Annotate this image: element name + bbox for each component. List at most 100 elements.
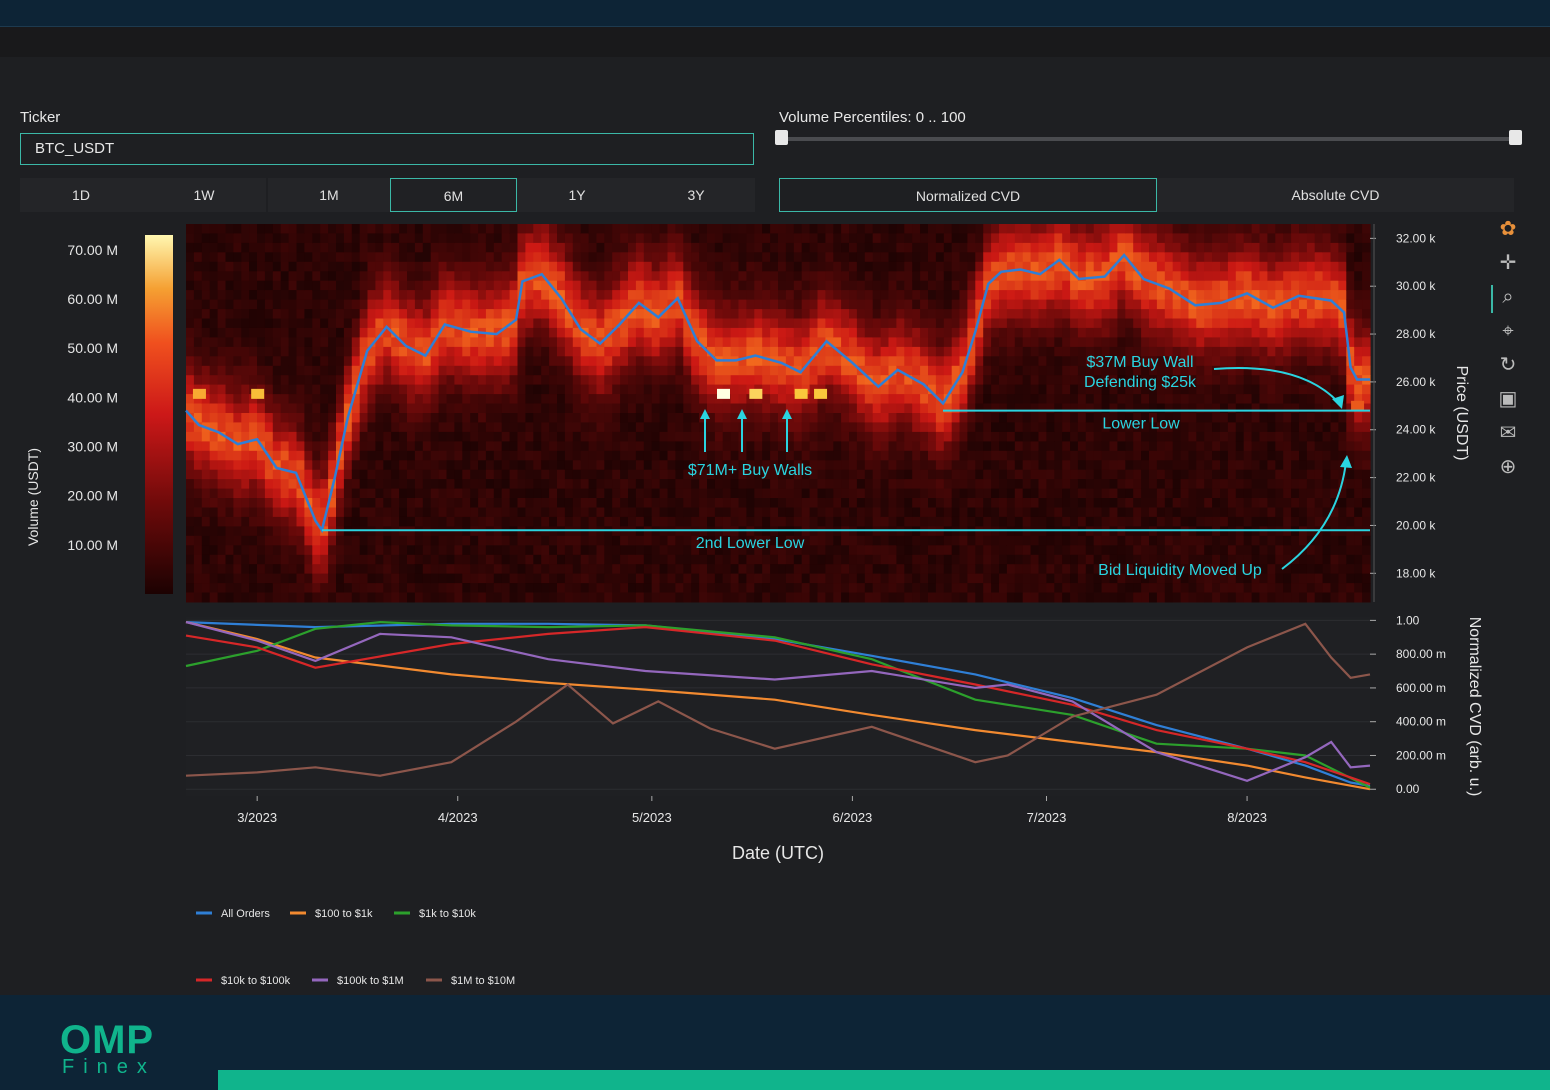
heatmap-cell	[722, 545, 732, 556]
heatmap-cell	[375, 327, 384, 338]
heatmap-cell	[675, 356, 684, 367]
heatmap-cell	[280, 280, 290, 291]
heatmap-cell	[920, 356, 929, 367]
ticker-input[interactable]	[20, 133, 754, 165]
heatmap-cell	[501, 261, 511, 272]
heatmap-cell	[596, 261, 605, 272]
heatmap-cell	[1164, 261, 1174, 272]
heatmap-cell	[375, 526, 384, 537]
heatmap-cell	[991, 337, 1000, 348]
heatmap-cell	[983, 592, 992, 603]
heatmap-cell	[446, 337, 455, 348]
heatmap-cell	[312, 526, 321, 537]
heatmap-cell	[312, 441, 321, 452]
heatmap-cell	[383, 318, 392, 329]
normalized-cvd-button[interactable]: Normalized CVD	[779, 178, 1157, 212]
heatmap-cell	[659, 242, 669, 253]
heatmap-cell	[351, 592, 361, 603]
heatmap-cell	[257, 299, 266, 310]
heatmap-cell	[849, 365, 858, 376]
heatmap-cell	[454, 554, 463, 565]
heatmap-cell	[1085, 498, 1095, 508]
heatmap-cell	[1141, 469, 1150, 480]
percentile-slider-min-handle[interactable]	[775, 130, 788, 145]
heatmap-cell	[793, 460, 803, 471]
heatmap-cell	[833, 592, 842, 603]
heatmap-cell	[280, 573, 290, 584]
heatmap-cell	[359, 583, 369, 594]
heatmap-cell	[943, 564, 953, 575]
heatmap-cell	[525, 309, 534, 320]
heatmap-cell	[1046, 271, 1055, 282]
range-button-1m[interactable]: 1M	[268, 178, 390, 212]
heatmap-cell	[951, 507, 961, 518]
heatmap-cell	[193, 431, 203, 442]
heatmap-cell	[485, 469, 495, 480]
heatmap-cell	[1109, 554, 1118, 565]
heatmap-cell	[446, 356, 455, 367]
heatmap-cell	[928, 394, 937, 405]
heatmap-cell	[951, 460, 961, 471]
heatmap-cell	[1156, 583, 1166, 594]
heatmap-cell	[1062, 431, 1071, 442]
heatmap-cell	[533, 252, 542, 263]
absolute-cvd-button[interactable]: Absolute CVD	[1157, 178, 1514, 212]
heatmap-cell	[359, 375, 369, 386]
heatmap-cell	[778, 375, 787, 386]
heatmap-cell	[588, 290, 598, 301]
heatmap-cell	[407, 554, 416, 565]
heatmap-cell	[849, 290, 858, 301]
heatmap-cell	[241, 554, 250, 565]
heatmap-cell	[620, 507, 629, 518]
heatmap-cell	[1133, 413, 1142, 423]
heatmap-cell	[793, 545, 803, 556]
range-button-1d[interactable]: 1D	[20, 178, 142, 212]
heatmap-cell	[620, 327, 629, 338]
heatmap-cell	[1085, 488, 1095, 499]
heatmap-cell	[888, 365, 897, 376]
heatmap-cell	[935, 422, 945, 433]
heatmap-cell	[864, 488, 874, 499]
heatmap-cell	[288, 526, 298, 537]
heatmap-cell	[1062, 224, 1071, 234]
heatmap-cell	[770, 327, 779, 338]
heatmap-cell	[383, 498, 392, 508]
heatmap-cell	[549, 422, 558, 433]
heatmap-cell	[770, 479, 779, 490]
heatmap-cell	[722, 422, 732, 433]
percentile-slider-track[interactable]	[780, 137, 1516, 141]
heatmap-cell	[817, 337, 826, 348]
heatmap-cell	[864, 422, 874, 433]
heatmap-cell	[1062, 271, 1071, 282]
heatmap-cell	[454, 242, 463, 253]
heatmap-cell	[999, 375, 1008, 386]
heatmap-cell	[612, 450, 621, 461]
heatmap-cell	[470, 450, 479, 461]
heatmap-cell	[770, 413, 779, 423]
range-button-1y[interactable]: 1Y	[517, 178, 637, 212]
heatmap-cell	[999, 290, 1008, 301]
heatmap-cell	[328, 516, 337, 527]
heatmap-cell	[959, 564, 968, 575]
range-button-6m[interactable]: 6M	[390, 178, 517, 212]
heatmap-cell	[264, 365, 274, 376]
percentile-slider-max-handle[interactable]	[1509, 130, 1522, 145]
heatmap-cell	[383, 583, 392, 594]
range-button-3y[interactable]: 3Y	[637, 178, 755, 212]
heatmap-cell	[414, 413, 424, 423]
heatmap-cell	[478, 337, 487, 348]
heatmap-cell	[541, 413, 550, 423]
heatmap-cell	[343, 356, 353, 367]
heatmap-cell	[604, 469, 613, 480]
range-button-1w[interactable]: 1W	[142, 178, 266, 212]
heatmap-cell	[312, 375, 321, 386]
heatmap-cell	[762, 403, 771, 414]
heatmap-cell	[991, 450, 1000, 461]
heatmap-cell	[888, 299, 897, 310]
heatmap-cell	[201, 479, 211, 490]
heatmap-cell	[683, 450, 692, 461]
heatmap-cell	[809, 564, 819, 575]
heatmap-cell	[517, 431, 526, 442]
heatmap-cell	[328, 224, 337, 234]
